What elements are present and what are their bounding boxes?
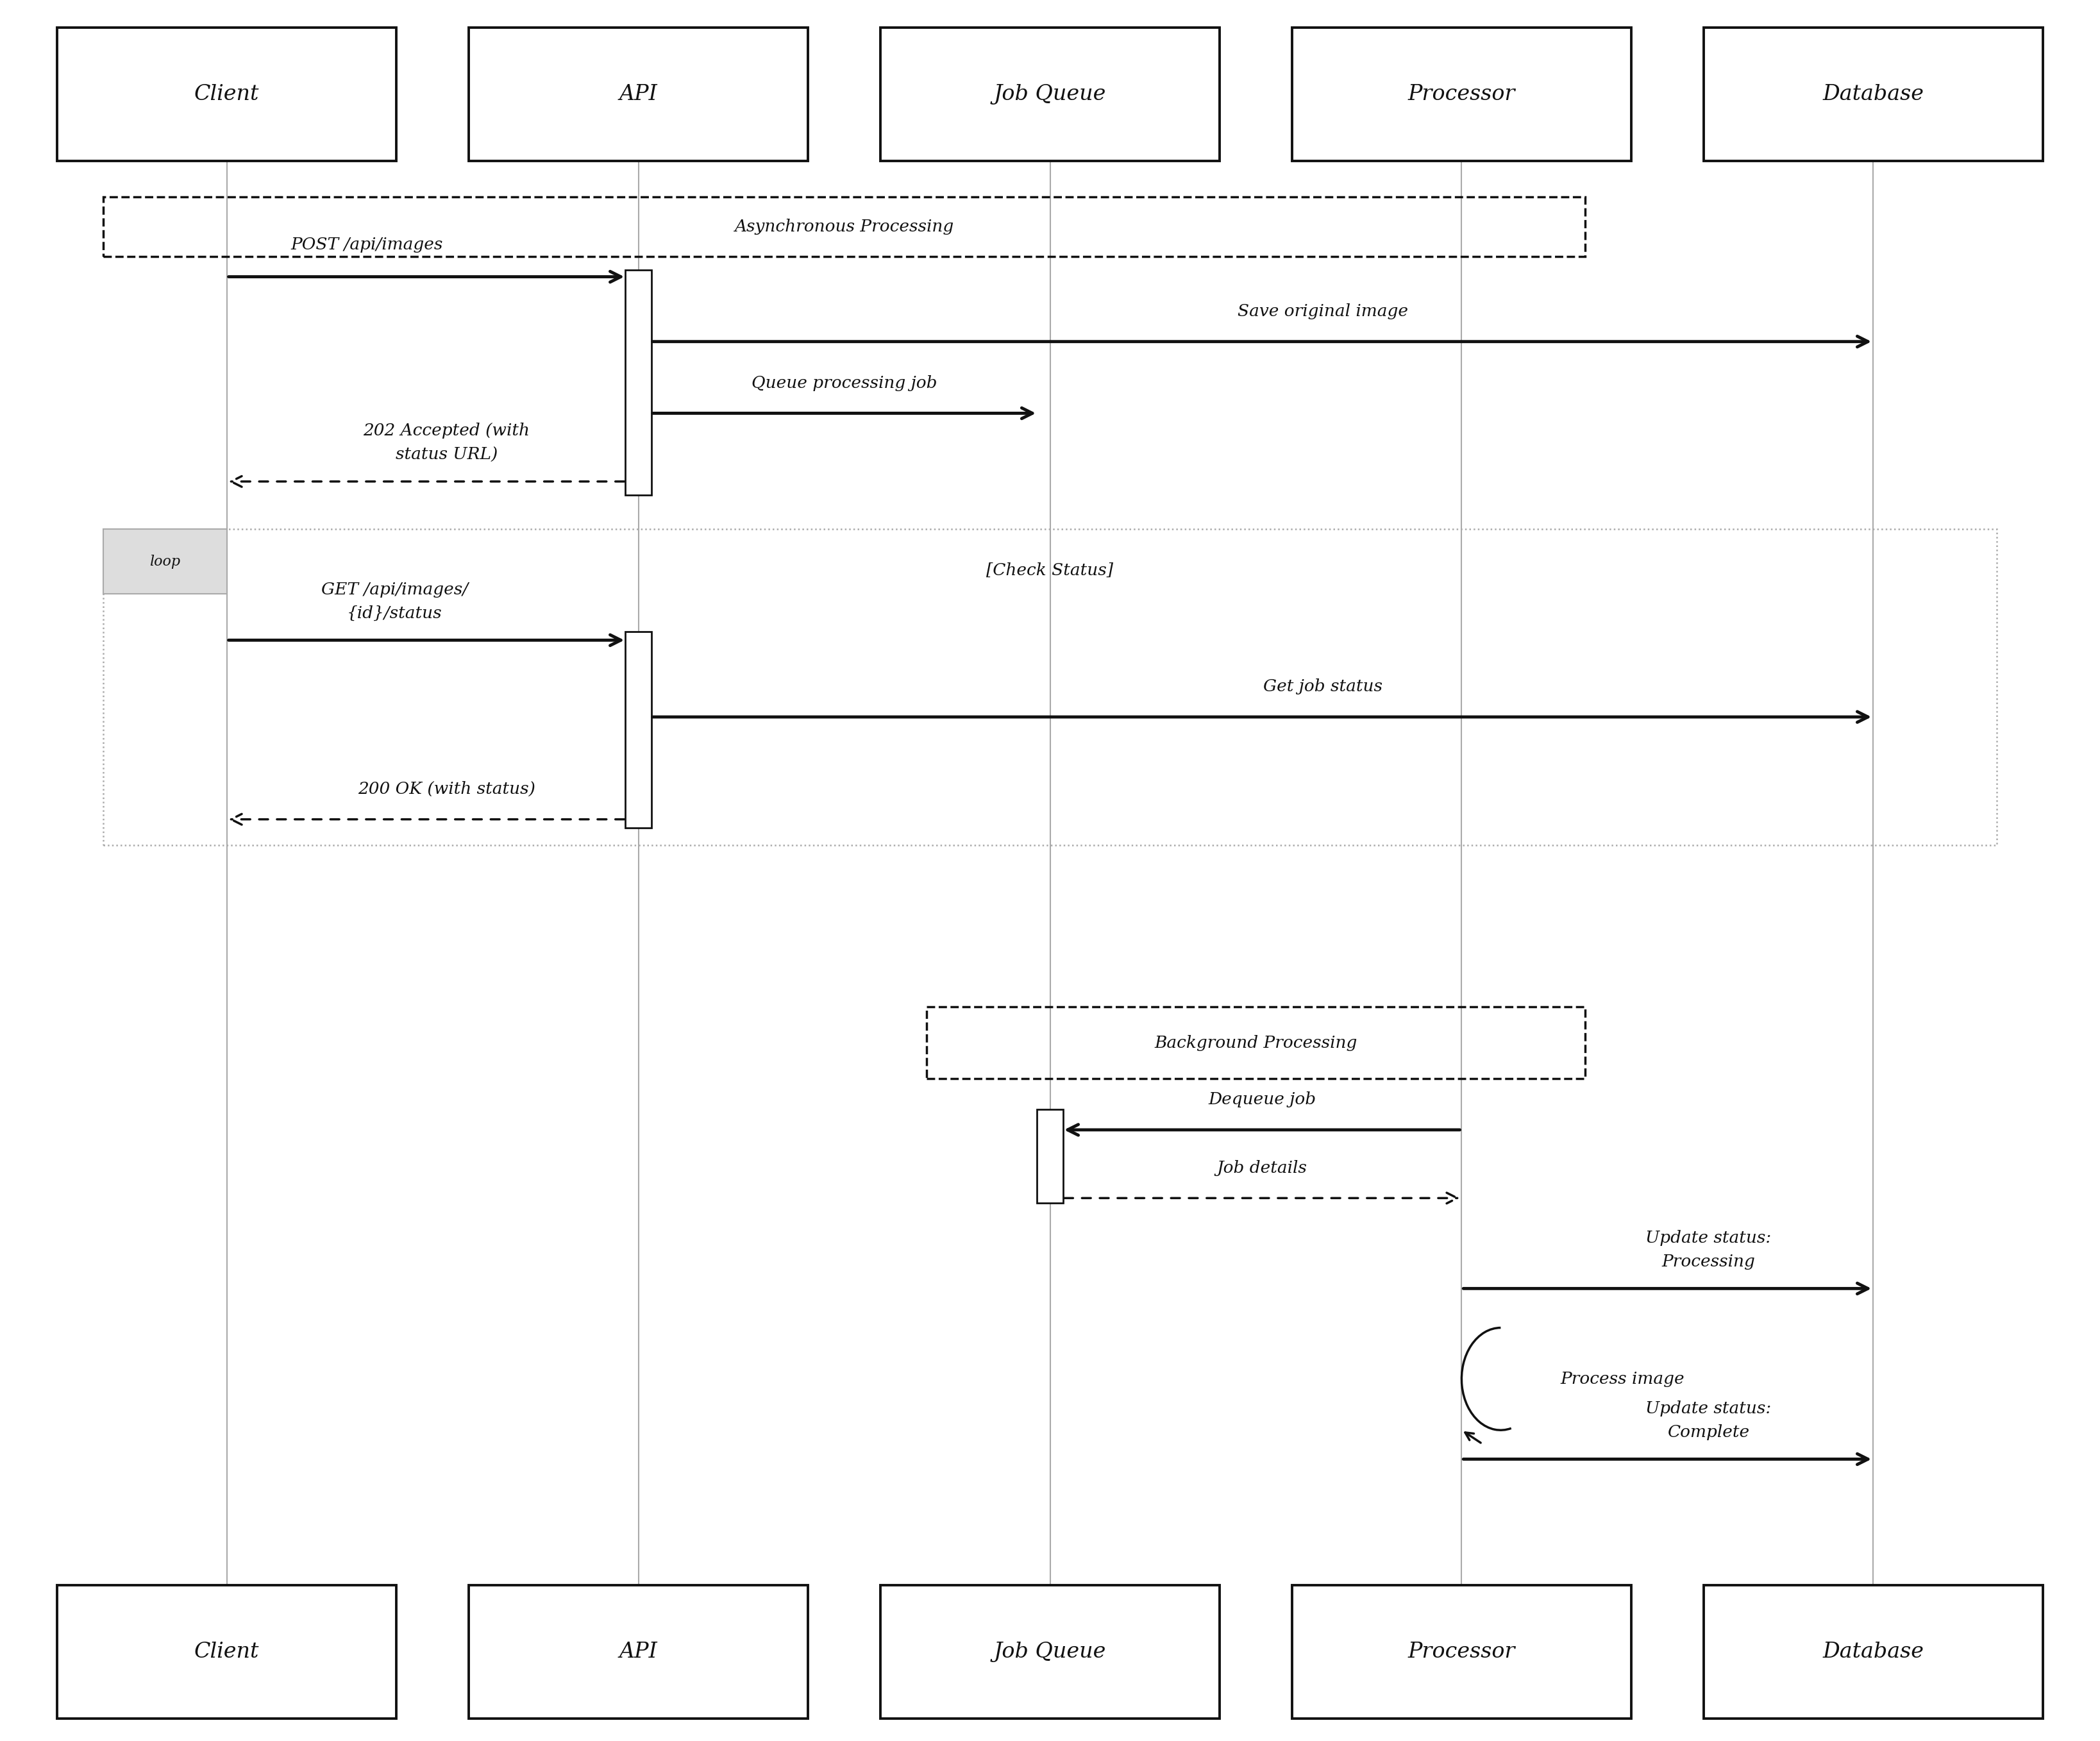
Text: Update status:: Update status: <box>1646 1400 1772 1417</box>
Bar <box>1037 1109 1063 1203</box>
Text: Job details: Job details <box>1216 1160 1306 1175</box>
Text: {id}/status: {id}/status <box>346 606 443 622</box>
Text: Process image: Process image <box>1560 1370 1684 1388</box>
Text: Save original image: Save original image <box>1237 303 1409 319</box>
FancyBboxPatch shape <box>1292 1586 1632 1718</box>
Text: 202 Accepted (with: 202 Accepted (with <box>363 423 529 439</box>
Text: Complete: Complete <box>1667 1424 1749 1440</box>
Bar <box>626 632 651 827</box>
Text: Job Queue: Job Queue <box>993 84 1107 104</box>
FancyBboxPatch shape <box>1703 28 2043 160</box>
Text: Dequeue job: Dequeue job <box>1207 1092 1317 1107</box>
Text: Update status:: Update status: <box>1646 1229 1772 1247</box>
Text: Client: Client <box>195 1642 258 1663</box>
FancyBboxPatch shape <box>880 28 1220 160</box>
Text: 200 OK (with status): 200 OK (with status) <box>357 782 536 797</box>
FancyBboxPatch shape <box>468 28 808 160</box>
Text: API: API <box>620 1642 657 1663</box>
Text: [Check Status]: [Check Status] <box>987 562 1113 578</box>
Text: Queue processing job: Queue processing job <box>752 374 937 392</box>
FancyBboxPatch shape <box>880 1586 1220 1718</box>
Text: Client: Client <box>195 84 258 104</box>
FancyBboxPatch shape <box>57 28 397 160</box>
Text: Processor: Processor <box>1407 1642 1516 1663</box>
Bar <box>103 529 1997 844</box>
FancyBboxPatch shape <box>1703 1586 2043 1718</box>
Text: Job Queue: Job Queue <box>993 1642 1107 1663</box>
FancyBboxPatch shape <box>1292 28 1632 160</box>
Bar <box>103 197 1586 256</box>
Text: loop: loop <box>149 555 181 569</box>
Text: Database: Database <box>1823 84 1924 104</box>
Text: Asynchronous Processing: Asynchronous Processing <box>735 218 953 235</box>
Text: API: API <box>620 84 657 104</box>
Bar <box>103 529 227 594</box>
Text: GET /api/images/: GET /api/images/ <box>321 581 468 597</box>
Text: status URL): status URL) <box>395 447 498 463</box>
Text: POST /api/images: POST /api/images <box>290 237 443 252</box>
Bar <box>626 270 651 494</box>
Text: Processing: Processing <box>1661 1254 1756 1269</box>
Text: Database: Database <box>1823 1642 1924 1663</box>
Text: Get job status: Get job status <box>1264 679 1382 695</box>
FancyBboxPatch shape <box>468 1586 808 1718</box>
Text: Background Processing: Background Processing <box>1155 1034 1357 1052</box>
FancyBboxPatch shape <box>57 1586 397 1718</box>
Bar <box>926 1006 1586 1079</box>
Text: Processor: Processor <box>1407 84 1516 104</box>
